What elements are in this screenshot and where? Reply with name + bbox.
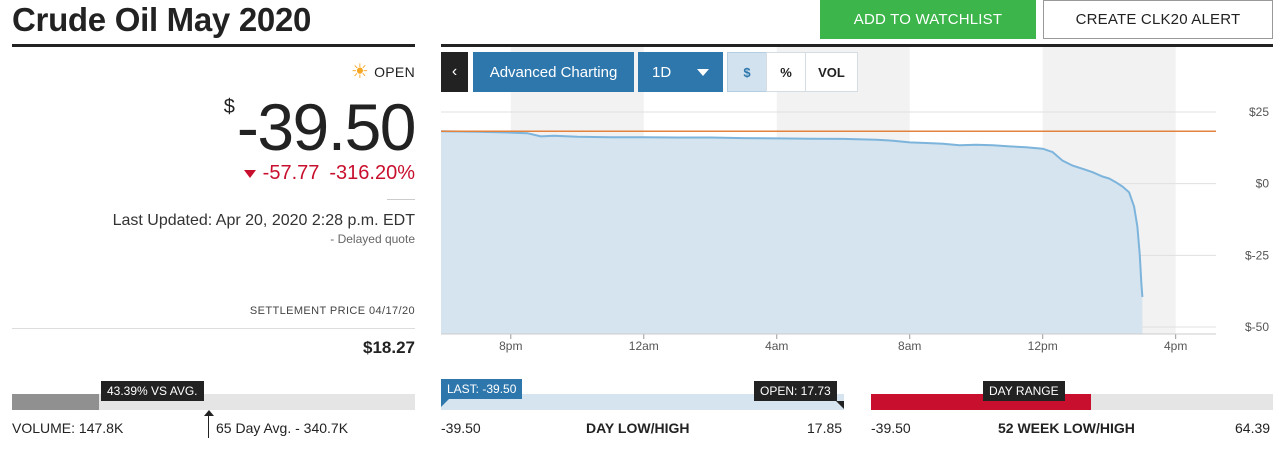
week52-title: 52 WEEK LOW/HIGH bbox=[998, 420, 1135, 436]
market-status-label: OPEN bbox=[374, 64, 415, 80]
volume-vs-avg-tag: 43.39% VS AVG. bbox=[101, 381, 204, 401]
chart-x-tick-label: 12am bbox=[629, 339, 659, 353]
chart-x-tick-label: 8pm bbox=[499, 339, 522, 353]
day-range-title: DAY LOW/HIGH bbox=[586, 420, 690, 436]
last-updated: Last Updated: Apr 20, 2020 2:28 p.m. EDT bbox=[112, 212, 415, 229]
time-range-label: 1D bbox=[652, 63, 672, 81]
chart-x-tick-label: 8am bbox=[898, 339, 921, 353]
sun-icon: ☀ bbox=[350, 61, 370, 83]
week52-low-value: -39.50 bbox=[871, 420, 911, 436]
add-to-watchlist-button[interactable]: ADD TO WATCHLIST bbox=[820, 0, 1036, 39]
chart-x-tick-label: 12pm bbox=[1028, 339, 1058, 353]
average-volume-label: 65 Day Avg. - 340.7K bbox=[216, 420, 349, 436]
price-chart[interactable]: $25 $0 $-25 $-50 8pm 12am 4am 8am 12pm 4pm bbox=[441, 47, 1273, 360]
settlement-value: $18.27 bbox=[363, 338, 415, 357]
chart-top-divider bbox=[441, 44, 1273, 47]
week52-high-value: 64.39 bbox=[1235, 420, 1271, 436]
advanced-charting-button[interactable]: Advanced Charting bbox=[473, 52, 634, 92]
volume-bar-fill bbox=[12, 394, 100, 410]
chart-x-tick-label: 4pm bbox=[1164, 339, 1187, 353]
price-mode-percent-button[interactable]: % bbox=[766, 52, 806, 92]
last-marker-icon bbox=[441, 399, 449, 407]
time-range-dropdown[interactable]: 1D bbox=[638, 52, 723, 92]
create-alert-button[interactable]: CREATE CLK20 ALERT bbox=[1043, 0, 1273, 39]
chart-y-tick-label: $25 bbox=[1249, 105, 1269, 119]
down-arrow-icon bbox=[243, 169, 256, 178]
market-status: ☀ OPEN bbox=[351, 62, 415, 82]
volume-toggle-button[interactable]: VOL bbox=[805, 52, 858, 92]
day-range-bar bbox=[441, 394, 844, 410]
delayed-quote-note: - Delayed quote bbox=[330, 232, 415, 246]
price-mode-dollar-button[interactable]: $ bbox=[727, 52, 767, 92]
chart-y-tick-label: $0 bbox=[1256, 177, 1270, 191]
day-range-tag: DAY RANGE bbox=[983, 381, 1065, 401]
day-high-value: 17.85 bbox=[807, 420, 843, 436]
page-title: Crude Oil May 2020 bbox=[12, 1, 312, 38]
last-price: $ -39.50 bbox=[223, 90, 417, 164]
open-marker-icon bbox=[836, 401, 844, 409]
day-low-value: -39.50 bbox=[441, 420, 481, 436]
change-value: -57.77 bbox=[262, 162, 320, 184]
up-arrow-icon bbox=[204, 410, 214, 416]
chart-price-line bbox=[441, 130, 1144, 297]
currency-symbol: $ bbox=[223, 96, 235, 118]
title-divider bbox=[12, 44, 415, 47]
chart-area-fill bbox=[441, 131, 1143, 334]
price-change: -57.77 -316.20% bbox=[243, 162, 415, 185]
last-price-tag: LAST: -39.50 bbox=[441, 379, 523, 399]
caret-down-icon bbox=[697, 68, 709, 76]
chart-back-button[interactable]: ‹ bbox=[441, 52, 468, 92]
volume-label: VOLUME: 147.8K bbox=[12, 420, 124, 436]
average-marker-line bbox=[208, 412, 209, 438]
open-price-tag: OPEN: 17.73 bbox=[754, 381, 837, 401]
chart-x-tick-label: 4am bbox=[765, 339, 788, 353]
chart-y-tick-label: $-25 bbox=[1245, 248, 1269, 262]
change-percent: -316.20% bbox=[329, 162, 415, 184]
settlement-label: SETTLEMENT PRICE 04/17/20 bbox=[249, 305, 415, 317]
chart-y-tick-label: $-50 bbox=[1245, 320, 1269, 334]
price-value: -39.50 bbox=[236, 90, 417, 164]
quote-divider bbox=[387, 199, 415, 200]
settlement-divider bbox=[12, 328, 415, 329]
